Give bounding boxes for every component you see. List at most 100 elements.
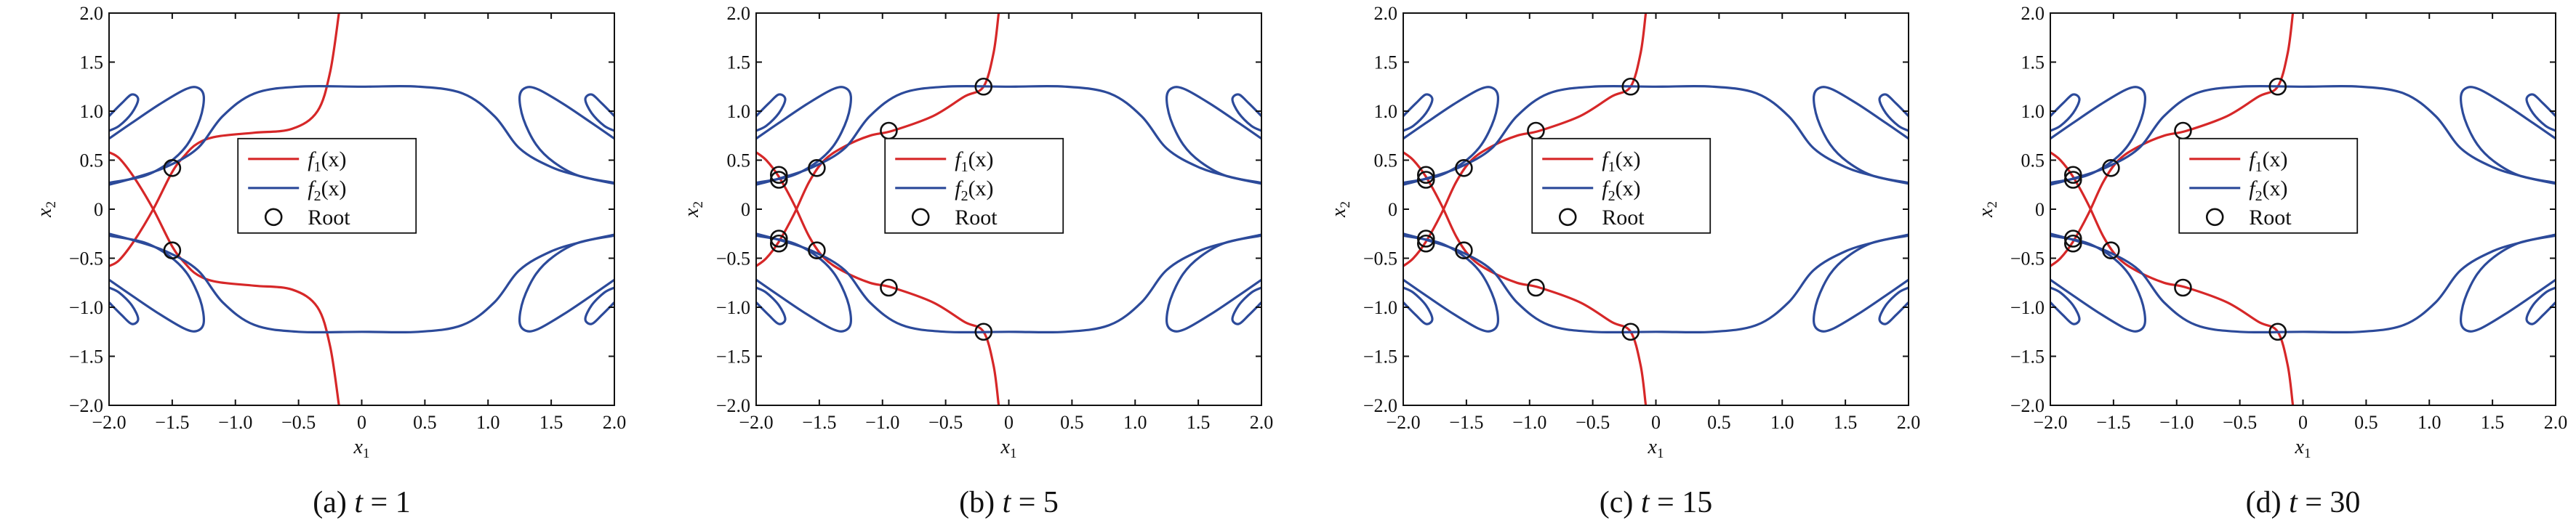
y-tick-label: −0.5 [1363, 248, 1397, 269]
x-tick-label: −0.5 [1576, 412, 1610, 433]
root-marker-0 [1416, 166, 1435, 185]
series-f2-line-8 [1878, 93, 1909, 132]
y-tick-label: 2.0 [1374, 3, 1398, 24]
series-f2-line-8 [1231, 93, 1261, 132]
series-f2-line-9 [1231, 286, 1261, 325]
root-marker-2 [1455, 159, 1473, 177]
root-marker-1 [2063, 171, 2082, 189]
root-marker-7 [1455, 241, 1473, 260]
legend: f1(x)f2(x)Root [884, 137, 1064, 234]
y-tick-label: −0.5 [2010, 248, 2045, 269]
series-f2-line-6 [1812, 86, 1909, 185]
x-tick-label: 1.0 [2417, 412, 2441, 433]
x-tick-label: 1.5 [1834, 412, 1858, 433]
y-tick-label: 1.5 [1374, 52, 1398, 73]
x-tick-label: −0.5 [928, 412, 963, 433]
y-tick-label: 0 [1388, 199, 1397, 220]
y-tick-label: 2.0 [2021, 3, 2045, 24]
series-f2-line-3 [2050, 234, 2147, 333]
x-tick-label: 1.5 [2481, 412, 2505, 433]
x-tick-label: 1.5 [1187, 412, 1211, 433]
legend-label-f2: f2(x) [2249, 177, 2287, 204]
curves [2050, 13, 2556, 405]
series-f2-line-1 [756, 232, 1261, 334]
x-tick-label: 2.0 [2544, 412, 2568, 433]
y-tick-label: −1.5 [69, 346, 103, 368]
chart-panel-d: −2.0 −1.5 −1.0 −0.5 0 0.5 1.0 1.5 2.0 −2.0 −1.5 −1.… [1975, 3, 2567, 519]
series-f2-line-9 [1878, 286, 1909, 325]
y-tick-label: −1.5 [1363, 346, 1397, 368]
series-f2-line-8 [584, 93, 614, 132]
legend-label-f1: f1(x) [1602, 147, 1640, 175]
panel-caption: (d) t = 30 [2246, 486, 2361, 519]
x-tick-label: −1.5 [2096, 412, 2130, 433]
series-f2-line-6 [2459, 86, 2556, 185]
series-f2-line-2 [2050, 86, 2147, 185]
x-axis-label: x1 [353, 436, 370, 461]
x-tick-label: −0.5 [2223, 412, 2257, 433]
x-tick-label: 0.5 [1707, 412, 1731, 433]
y-axis-label: x2 [681, 201, 706, 218]
y-tick-label: 0 [741, 199, 750, 220]
y-tick-label: 2.0 [80, 3, 104, 24]
chart-panel-b: −2.0 −1.5 −1.0 −0.5 0 0.5 1.0 1.5 2.0 −2.0 −1.5 −1.… [681, 3, 1273, 519]
root-marker-5 [1416, 230, 1435, 248]
x-tick-label: −2.0 [92, 412, 126, 433]
root-marker-5 [2063, 230, 2082, 248]
y-tick-label: 1.5 [727, 52, 751, 73]
y-tick-label: 2.0 [727, 3, 751, 24]
x-tick-label: 1.0 [1123, 412, 1147, 433]
x-tick-label: 2.0 [603, 412, 627, 433]
legend-label-f1: f1(x) [308, 147, 346, 175]
series-f2-line-9 [2525, 286, 2556, 325]
root-marker-7 [808, 241, 826, 260]
legend-label-f2: f2(x) [308, 177, 346, 204]
series-f2-line-5 [756, 286, 787, 325]
x-tick-label: −2.0 [739, 412, 773, 433]
chart-panel-c: −2.0 −1.5 −1.0 −0.5 0 0.5 1.0 1.5 2.0 −2.0 −1.5 −1.… [1328, 3, 1920, 519]
legend-swatch-root [911, 208, 930, 227]
series-f2-line-6 [1165, 86, 1261, 185]
series-f2-line-7 [518, 234, 614, 333]
series-f2-line-0 [2050, 84, 2556, 186]
y-tick-label: −1.5 [716, 346, 750, 368]
root-marker-2 [808, 159, 826, 177]
series-f2-line-5 [109, 286, 140, 325]
legend-box [237, 137, 417, 234]
series-f2-line-9 [584, 286, 614, 325]
y-tick-label: 0.5 [80, 150, 104, 171]
x-tick-label: −1.5 [155, 412, 189, 433]
legend-label-root: Root [955, 206, 998, 230]
series-f2-line-8 [2525, 93, 2556, 132]
x-tick-label: 0.5 [413, 412, 437, 433]
series-f2-line-4 [109, 93, 140, 132]
panel-caption: (b) t = 5 [959, 486, 1059, 519]
series-f2-line-7 [1165, 234, 1261, 333]
x-tick-label: 0 [357, 412, 366, 433]
x-tick-label: 1.0 [476, 412, 500, 433]
y-tick-label: −0.5 [716, 248, 750, 269]
root-marker-6 [769, 234, 788, 253]
x-tick-label: 0.5 [2354, 412, 2378, 433]
legend-label-root: Root [1602, 206, 1645, 230]
x-tick-label: 1.5 [539, 412, 563, 433]
y-tick-label: 1.5 [80, 52, 104, 73]
y-tick-label: 0 [94, 199, 103, 220]
x-tick-label: 2.0 [1897, 412, 1921, 433]
y-tick-label: −1.0 [1363, 297, 1397, 318]
y-tick-label: 0.5 [2021, 150, 2045, 171]
root-marker-2 [2102, 159, 2120, 177]
series-f2-line-6 [518, 86, 614, 185]
y-tick-label: −2.0 [69, 395, 103, 416]
series-f2-line-2 [1403, 86, 1500, 185]
x-axis-label: x1 [1648, 436, 1664, 461]
y-tick-label: −1.0 [2010, 297, 2045, 318]
series-f2-line-2 [756, 86, 853, 185]
root-marker-0 [2063, 166, 2082, 185]
legend-swatch-root [264, 208, 283, 227]
legend-swatch-root [1558, 208, 1577, 227]
x-tick-label: 0 [1651, 412, 1661, 433]
y-tick-label: −2.0 [1363, 395, 1397, 416]
series-f2-line-4 [2050, 93, 2081, 132]
